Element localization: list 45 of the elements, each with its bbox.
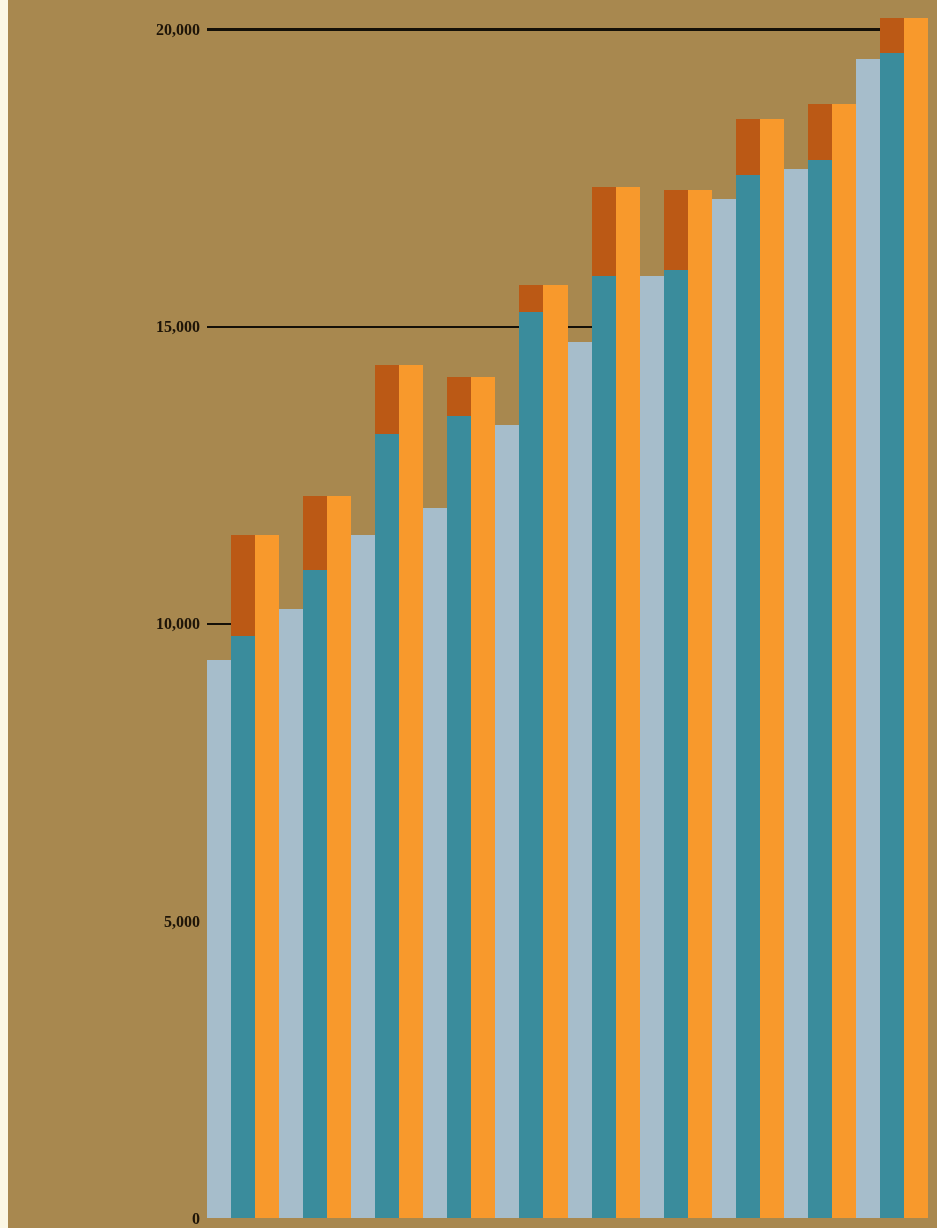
y-tick-label: 5,000 [164, 912, 200, 930]
bar [591, 187, 616, 277]
bar [855, 59, 880, 1218]
bar [759, 118, 784, 1218]
bar [711, 199, 736, 1218]
bar [231, 635, 256, 1218]
bar [327, 496, 352, 1218]
bar [303, 496, 328, 571]
bar [423, 508, 448, 1218]
bar [615, 187, 640, 1218]
bar [687, 190, 712, 1218]
bar [495, 424, 520, 1218]
bar [567, 341, 592, 1218]
bar [879, 17, 904, 54]
bar [447, 415, 472, 1218]
bar [807, 160, 832, 1218]
bar [663, 190, 688, 271]
bar [375, 365, 400, 434]
bar [879, 53, 904, 1218]
bar [903, 17, 928, 1218]
bar [519, 311, 544, 1218]
bar [735, 118, 760, 176]
bar [303, 570, 328, 1218]
bar [639, 276, 664, 1218]
bar [351, 534, 376, 1218]
bar [255, 534, 280, 1218]
bar [591, 276, 616, 1218]
bar [735, 175, 760, 1218]
bar [279, 609, 304, 1218]
bar [375, 433, 400, 1218]
bar [399, 365, 424, 1218]
bar [543, 285, 568, 1218]
bar [783, 169, 808, 1218]
y-tick-label: 10,000 [156, 615, 200, 633]
y-tick-label: 15,000 [156, 318, 200, 336]
bar [519, 285, 544, 312]
y-tick-label: 20,000 [156, 21, 200, 39]
bar [447, 377, 472, 416]
bar [207, 659, 232, 1218]
y-tick-label: 0 [192, 1209, 200, 1227]
bar [807, 103, 832, 161]
bar [471, 377, 496, 1218]
bar [231, 534, 256, 636]
bar [663, 270, 688, 1218]
bar [831, 103, 856, 1218]
